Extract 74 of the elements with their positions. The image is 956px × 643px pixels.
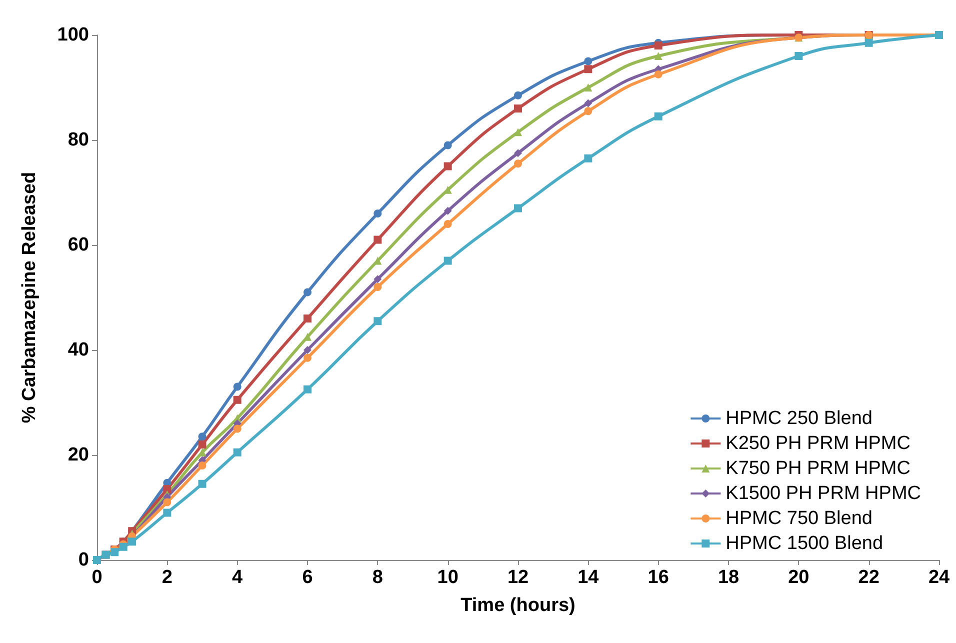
point <box>444 162 452 170</box>
x-tick-label: 0 <box>92 567 102 588</box>
point <box>374 236 382 244</box>
point <box>444 141 452 150</box>
point <box>584 84 592 92</box>
point <box>514 204 522 212</box>
point <box>233 382 242 391</box>
x-tick-label: 20 <box>788 567 810 588</box>
y-tick-label: 40 <box>68 340 89 360</box>
x-tick-label: 8 <box>372 567 383 588</box>
legend-label: HPMC 250 Blend <box>726 408 872 429</box>
point <box>163 485 172 494</box>
y-tick-label: 0 <box>78 550 89 570</box>
point <box>654 70 662 78</box>
x-tick-label: 14 <box>578 567 600 588</box>
point <box>514 128 522 136</box>
point <box>374 210 382 218</box>
point <box>514 149 522 158</box>
point <box>584 107 592 116</box>
point <box>198 480 206 488</box>
point <box>233 424 242 433</box>
point <box>198 432 206 441</box>
point <box>514 160 522 168</box>
x-tick-label: 22 <box>858 567 880 588</box>
point <box>233 396 242 404</box>
legend-label: HPMC 1500 Blend <box>726 533 884 554</box>
point <box>304 314 312 322</box>
x-tick-label: 10 <box>437 567 458 588</box>
x-tick-label: 12 <box>507 567 529 588</box>
point <box>374 317 382 326</box>
x-tick-label: 16 <box>648 567 669 588</box>
point <box>584 57 592 66</box>
x-tick-label: 18 <box>718 567 740 588</box>
point <box>128 538 136 546</box>
point <box>444 206 452 215</box>
point <box>514 91 522 100</box>
point <box>304 346 312 354</box>
legend-label: K750 PH PRM HPMC <box>726 458 910 479</box>
y-tick-label: 100 <box>57 24 89 46</box>
legend-label: K250 PH PRM HPMC <box>726 433 910 454</box>
point <box>304 354 312 362</box>
point <box>304 385 312 394</box>
point <box>444 220 452 228</box>
point <box>584 65 592 74</box>
x-tick-label: 6 <box>302 567 313 588</box>
y-tick-label: 60 <box>68 234 89 256</box>
point <box>233 448 242 456</box>
point <box>584 99 592 108</box>
x-axis-title: Time (hours) <box>460 595 576 616</box>
point <box>374 283 382 291</box>
point <box>654 42 662 50</box>
point <box>514 104 522 112</box>
y-tick-label: 80 <box>68 130 89 150</box>
point <box>864 38 873 47</box>
x-tick-label: 24 <box>928 567 950 588</box>
point <box>794 52 803 60</box>
y-tick-label: 20 <box>68 444 89 466</box>
point <box>119 542 128 551</box>
point <box>198 462 206 470</box>
point <box>654 52 662 60</box>
point <box>198 440 206 448</box>
x-tick-label: 4 <box>232 567 244 588</box>
x-tick-label: 2 <box>162 567 172 588</box>
point <box>304 288 312 296</box>
legend-label: HPMC 750 Blend <box>726 508 872 529</box>
y-axis-title: % Carbamazepine Released <box>19 172 40 424</box>
point <box>110 548 119 556</box>
point <box>163 498 172 506</box>
point <box>654 112 662 120</box>
point <box>163 508 172 517</box>
legend-label: K1500 PH PRM HPMC <box>726 483 922 504</box>
point <box>584 154 592 162</box>
point <box>444 256 452 265</box>
point <box>374 275 382 284</box>
